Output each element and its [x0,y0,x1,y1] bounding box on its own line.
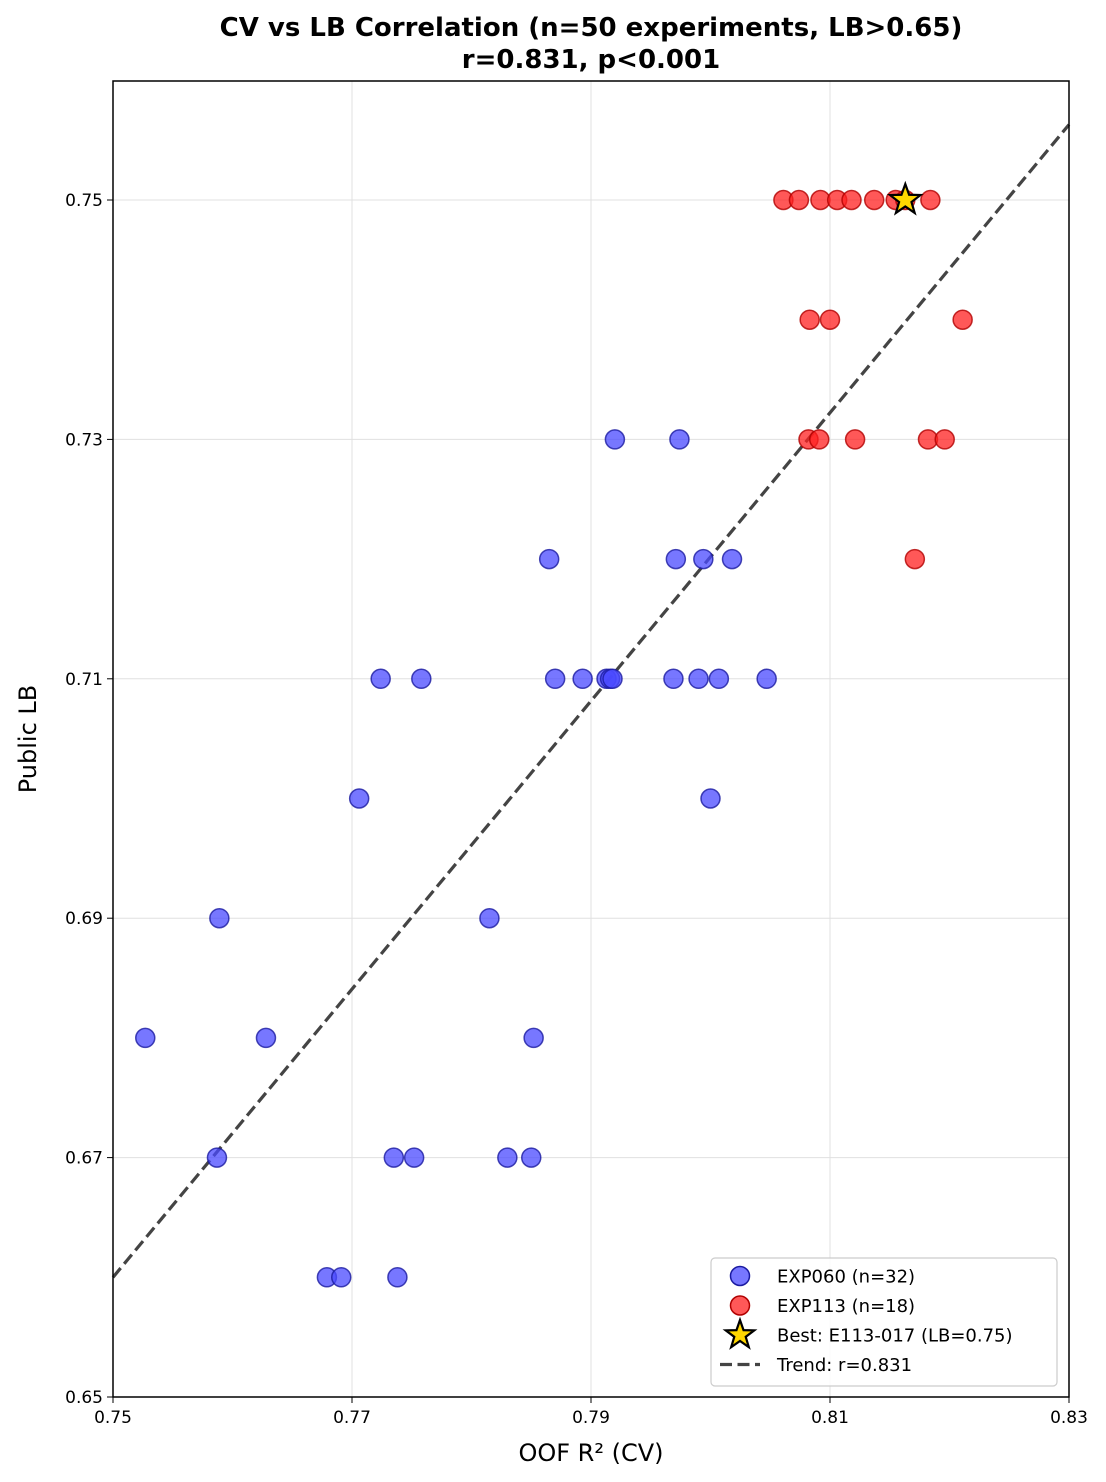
chart-title-line1: CV vs LB Correlation (n=50 experiments, … [220,13,963,43]
exp060-point [604,429,626,450]
legend-item-exp113-marker [729,1295,751,1316]
exp060-point [521,1147,542,1168]
x-tick-label: 0.79 [572,1408,610,1428]
legend-item-best-marker [722,1316,758,1350]
exp060-point [411,668,432,690]
legend-item-exp113-label: EXP113 (n=18) [777,1296,915,1317]
trend-layer [111,123,1071,1279]
y-tick-label: 0.69 [65,909,103,929]
legend-item-exp060-marker [729,1265,751,1287]
x-tick-label: 0.83 [1050,1408,1088,1428]
y-tick-label: 0.67 [65,1149,103,1169]
legend-item-trend-label: Trend: r=0.831 [776,1355,912,1376]
exp113-point [841,189,862,211]
exp060-point [497,1147,518,1168]
y-tick-label: 0.71 [65,670,103,690]
legend-item-exp060-label: EXP060 (n=32) [777,1267,915,1288]
exp060-point [523,1027,544,1049]
exp113-point [844,429,866,450]
exp060-point [708,668,730,690]
exp113-point [819,309,841,330]
y-tick-label: 0.65 [65,1388,103,1408]
x-tick-label: 0.81 [811,1408,849,1428]
data-points [135,180,973,1288]
exp060-point [688,668,709,690]
exp060-point [665,548,687,570]
grid-lines [112,81,1070,1398]
exp060-point [544,668,566,690]
exp060-point [255,1027,277,1049]
chart-title-line2: r=0.831, p<0.001 [462,45,720,75]
exp060-point [403,1147,425,1168]
exp060-point [479,907,500,929]
axis-ticks: 0.75 0.77 0.79 0.81 0.83 0.65 0.67 0.69 0.71 0.73… [65,191,1088,1428]
exp060-point [330,1267,352,1288]
exp113-point [934,429,955,450]
exp060-point [663,668,684,690]
x-tick-label: 0.75 [94,1408,132,1428]
exp060-point [602,668,623,690]
exp060-point [669,429,690,450]
exp060-point [693,548,714,570]
exp060-point [206,1147,228,1168]
exp060-point [538,548,560,570]
exp060-point [209,907,230,929]
legend: EXP060 (n=32) EXP113 (n=18) Best: E113-017… [710,1257,1058,1387]
y-tick-label: 0.73 [65,430,103,450]
exp113-point [863,189,885,211]
exp060-point [387,1267,408,1288]
exp060-point [721,548,743,570]
exp060-point [348,788,370,809]
exp113-point [799,309,820,330]
exp060-point [383,1147,405,1168]
exp060-point [756,668,777,690]
exp060-point [370,668,391,690]
trend-line [111,123,1071,1279]
exp060-point [700,788,721,809]
best-point-star [886,180,924,216]
x-tick-label: 0.77 [333,1408,371,1428]
exp060-point [572,668,593,690]
legend-item-best-label: Best: E113-017 (LB=0.75) [777,1326,1013,1347]
y-tick-label: 0.75 [65,191,103,211]
exp113-point [904,548,926,570]
exp060-point [135,1027,156,1049]
x-axis-label: OOF R² (CV) [518,1439,663,1467]
exp113-point [952,309,973,330]
exp113-point [920,189,941,211]
exp113-point [808,429,830,450]
exp113-point [788,189,810,211]
legend-box [710,1257,1058,1387]
y-axis-label: Public LB [14,685,42,794]
